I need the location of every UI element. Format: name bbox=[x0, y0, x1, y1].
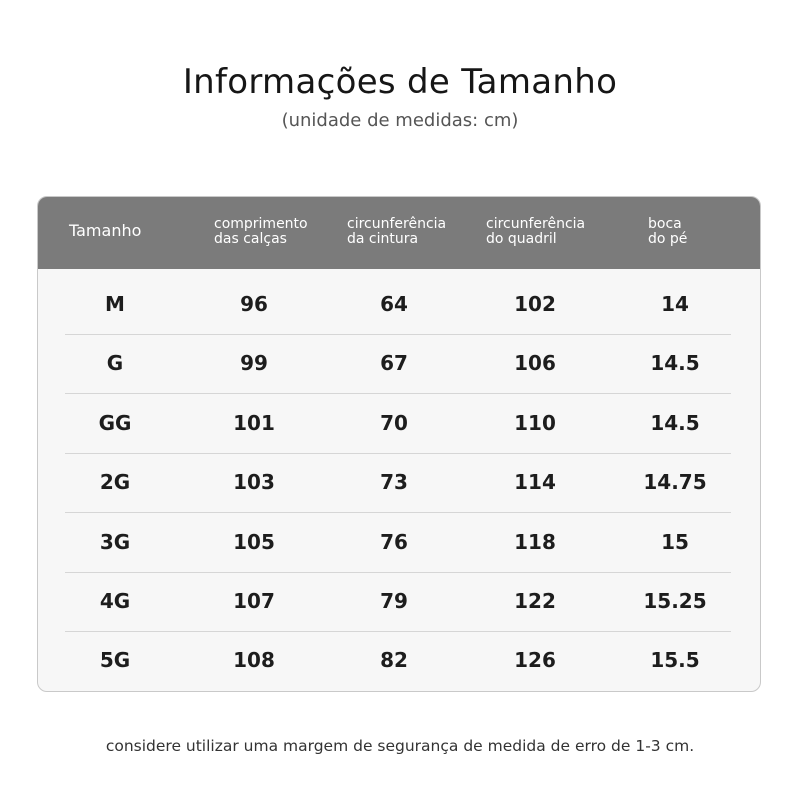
column-header-size: Tamanho bbox=[69, 221, 142, 240]
measure-cell: 99 bbox=[240, 351, 268, 375]
measure-cell: 105 bbox=[233, 530, 275, 554]
measure-cell: 64 bbox=[380, 292, 408, 316]
size-cell: 2G bbox=[99, 470, 131, 494]
size-cell: G bbox=[106, 351, 124, 375]
page-subtitle: (unidade de medidas: cm) bbox=[281, 110, 519, 131]
measure-cell: 82 bbox=[380, 648, 408, 672]
table-header: Tamanho comprimento das calças circunfer… bbox=[38, 197, 760, 269]
size-cell: M bbox=[105, 292, 125, 316]
column-header-waist: circunferência da cintura bbox=[347, 217, 477, 247]
column-header-line: das calças bbox=[214, 231, 287, 247]
measure-cell: 106 bbox=[514, 351, 556, 375]
measure-cell: 14 bbox=[661, 292, 689, 316]
column-header-line: do pé bbox=[648, 231, 688, 247]
column-header-pants-length: comprimento das calças bbox=[214, 217, 344, 247]
measure-cell: 126 bbox=[514, 648, 556, 672]
measure-cell: 14.5 bbox=[650, 351, 700, 375]
size-cell: 5G bbox=[99, 648, 131, 672]
measure-cell: 114 bbox=[514, 470, 556, 494]
size-cell: 3G bbox=[99, 530, 131, 554]
size-table: Tamanho comprimento das calças circunfer… bbox=[37, 196, 761, 692]
page-title: Informações de Tamanho bbox=[182, 62, 618, 102]
row-divider bbox=[65, 512, 731, 513]
column-header-hip: circunferência do quadril bbox=[486, 217, 616, 247]
size-cell: GG bbox=[98, 411, 132, 435]
measure-cell: 76 bbox=[380, 530, 408, 554]
row-divider bbox=[65, 631, 731, 632]
measure-cell: 96 bbox=[240, 292, 268, 316]
measure-cell: 70 bbox=[380, 411, 408, 435]
column-header-leg-opening: boca do pé bbox=[648, 216, 760, 247]
measure-cell: 15 bbox=[661, 530, 689, 554]
column-header-line: da cintura bbox=[347, 231, 419, 247]
table-row: 2G 103 73 114 14.75 bbox=[38, 453, 760, 511]
measure-cell: 122 bbox=[514, 589, 556, 613]
table-row: 4G 107 79 122 15.25 bbox=[38, 572, 760, 630]
measure-cell: 67 bbox=[380, 351, 408, 375]
column-header-line: comprimento bbox=[214, 216, 308, 232]
measure-cell: 15.5 bbox=[650, 648, 700, 672]
table-row: M 96 64 102 14 bbox=[38, 275, 760, 333]
table-row: 3G 105 76 118 15 bbox=[38, 513, 760, 571]
table-row: G 99 67 106 14.5 bbox=[38, 334, 760, 392]
measure-cell: 73 bbox=[380, 470, 408, 494]
measure-cell: 14.75 bbox=[643, 470, 707, 494]
column-header-line: circunferência bbox=[347, 216, 447, 232]
measure-cell: 102 bbox=[514, 292, 556, 316]
measure-cell: 15.25 bbox=[643, 589, 707, 613]
row-divider bbox=[65, 393, 731, 394]
row-divider bbox=[65, 334, 731, 335]
measure-cell: 79 bbox=[380, 589, 408, 613]
row-divider bbox=[65, 453, 731, 454]
measure-cell: 103 bbox=[233, 470, 275, 494]
row-divider bbox=[65, 572, 731, 573]
footer-note: considere utilizar uma margem de seguran… bbox=[105, 737, 695, 755]
column-header-line: do quadril bbox=[486, 231, 557, 247]
column-header-line: circunferência bbox=[486, 216, 586, 232]
measure-cell: 101 bbox=[233, 411, 275, 435]
size-cell: 4G bbox=[99, 589, 131, 613]
column-header-line: boca bbox=[648, 216, 682, 232]
measure-cell: 107 bbox=[233, 589, 275, 613]
measure-cell: 108 bbox=[233, 648, 275, 672]
measure-cell: 110 bbox=[514, 411, 556, 435]
measure-cell: 118 bbox=[514, 530, 556, 554]
table-row: GG 101 70 110 14.5 bbox=[38, 394, 760, 452]
table-row: 5G 108 82 126 15.5 bbox=[38, 631, 760, 689]
measure-cell: 14.5 bbox=[650, 411, 700, 435]
